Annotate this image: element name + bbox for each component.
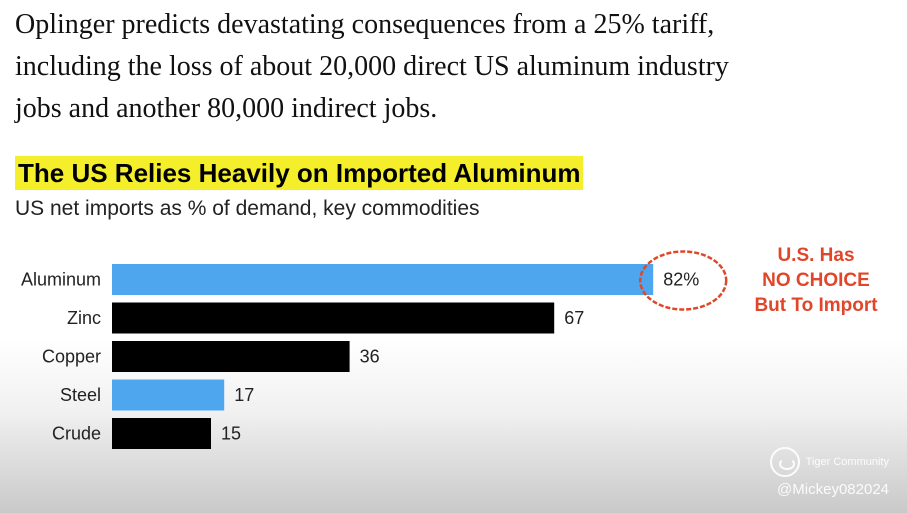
category-label: Crude (52, 424, 101, 444)
value-label: 36 (360, 347, 380, 367)
highlight-circle (638, 250, 728, 311)
annotation-line: But To Import (754, 295, 878, 316)
annotation-line: U.S. Has (777, 245, 855, 266)
bar-aluminum (112, 264, 654, 295)
watermark-handle: @Mickey082024 (777, 481, 889, 498)
chart-title: The US Relies Heavily on Imported Alumin… (15, 156, 584, 190)
watermark: Tiger Community @Mickey082024 (769, 447, 889, 498)
value-label: 82% (663, 270, 699, 290)
annotation-callout: U.S. Has NO CHOICE But To Import (738, 243, 894, 318)
category-label: Aluminum (21, 270, 101, 290)
value-label: 15 (221, 424, 241, 444)
bar-copper (112, 341, 350, 372)
bar-zinc (112, 302, 555, 334)
category-label: Copper (42, 347, 101, 367)
value-label: 67 (564, 308, 584, 328)
intro-line: Oplinger predicts devastating consequenc… (15, 9, 715, 40)
value-label: 17 (234, 385, 254, 405)
chart-subtitle: US net imports as % of demand, key commo… (15, 197, 480, 220)
category-label: Steel (60, 385, 101, 405)
tiger-logo-icon (769, 447, 800, 477)
watermark-brand-text: Tiger Community (805, 456, 889, 468)
intro-paragraph: Oplinger predicts devastating consequenc… (15, 4, 895, 130)
intro-line: jobs and another 80,000 indirect jobs. (15, 93, 438, 124)
bar-crude (112, 418, 211, 449)
watermark-brand: Tiger Community (769, 447, 889, 477)
intro-line: including the loss of about 20,000 direc… (15, 51, 729, 82)
annotation-line: NO CHOICE (762, 270, 870, 291)
bar-steel (112, 379, 225, 411)
category-label: Zinc (67, 308, 101, 328)
